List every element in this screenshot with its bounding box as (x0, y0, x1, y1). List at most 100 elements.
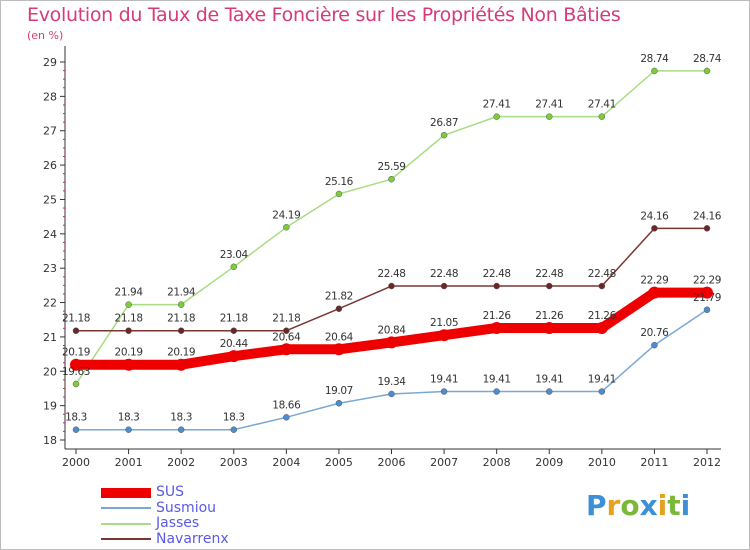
data-label-jasses: 23.04 (220, 249, 249, 261)
data-label-sus: 21.26 (535, 310, 564, 322)
data-label-sus: 21.26 (483, 310, 512, 322)
logo-letter: P (586, 489, 607, 522)
data-label-susmiou: 19.34 (377, 376, 406, 388)
legend-swatch (101, 507, 151, 510)
y-tick-label: 29 (43, 56, 57, 69)
data-point-jasses (230, 263, 237, 271)
data-label-jasses: 28.74 (693, 53, 722, 65)
data-point-sus (701, 286, 713, 299)
data-point-sus (280, 343, 293, 356)
data-label-jasses: 19.63 (62, 366, 90, 378)
data-point-jasses (440, 131, 448, 139)
unit-label: (en %) (27, 29, 64, 42)
data-point-navarrenx (335, 305, 343, 312)
data-point-jasses (125, 301, 132, 308)
x-tick-label: 2006 (378, 456, 406, 469)
data-point-jasses (177, 301, 185, 308)
data-label-susmiou: 20.76 (640, 327, 669, 339)
data-point-susmiou (546, 388, 553, 395)
data-point-susmiou (177, 426, 185, 433)
x-tick-label: 2011 (640, 456, 668, 469)
y-tick-label: 18 (43, 434, 57, 447)
data-label-jasses: 21.94 (115, 287, 144, 299)
data-label-jasses: 26.87 (430, 117, 458, 129)
x-tick-label: 2012 (693, 456, 721, 469)
data-label-navarrenx: 21.18 (115, 313, 143, 325)
data-label-jasses: 27.41 (588, 99, 616, 111)
data-point-susmiou (703, 306, 711, 314)
data-point-sus (543, 321, 556, 334)
legend-label: Navarrenx (156, 530, 229, 547)
data-point-susmiou (230, 426, 237, 433)
data-label-sus: 20.19 (115, 347, 143, 359)
x-tick-label: 2010 (588, 456, 616, 469)
data-point-navarrenx (283, 327, 290, 334)
data-label-navarrenx: 24.16 (640, 210, 669, 222)
data-point-sus (175, 358, 188, 371)
data-point-jasses (598, 113, 606, 120)
x-tick-label: 2008 (483, 456, 511, 469)
data-point-sus (595, 321, 608, 334)
data-label-jasses: 27.41 (483, 99, 511, 111)
data-point-jasses (651, 67, 658, 75)
data-label-navarrenx: 24.16 (693, 210, 722, 222)
x-tick-label: 2009 (535, 456, 563, 469)
data-label-sus: 20.64 (325, 331, 354, 343)
y-tick-label: 27 (43, 125, 57, 138)
logo-letter: i (657, 489, 668, 522)
data-point-susmiou (440, 388, 448, 395)
data-label-susmiou: 18.3 (65, 412, 87, 424)
data-label-susmiou: 19.41 (588, 374, 616, 386)
data-point-susmiou (125, 426, 132, 433)
data-point-sus (332, 343, 345, 356)
y-tick-label: 22 (43, 297, 57, 310)
data-label-navarrenx: 21.82 (325, 291, 353, 303)
logo-letter: r (606, 489, 621, 522)
logo-letter: t (667, 489, 681, 522)
legend-swatch (101, 487, 151, 498)
x-tick-label: 2007 (430, 456, 458, 469)
x-tick-label: 2004 (272, 456, 300, 469)
data-label-susmiou: 18.3 (223, 412, 245, 424)
legend-label: SUS (156, 484, 185, 500)
data-point-sus (438, 329, 451, 342)
legend-label: Susmiou (156, 499, 217, 516)
data-point-navarrenx (546, 282, 553, 290)
logo-letter: x (639, 489, 658, 522)
data-label-susmiou: 19.07 (325, 385, 353, 397)
x-tick-label: 2003 (220, 456, 248, 469)
data-point-navarrenx (598, 282, 606, 290)
data-label-sus: 22.29 (640, 275, 668, 287)
data-label-sus: 21.26 (588, 310, 617, 322)
logo-letter: o (620, 489, 640, 522)
data-label-susmiou: 21.79 (693, 292, 721, 304)
y-tick-label: 24 (43, 228, 57, 241)
data-label-navarrenx: 21.18 (167, 313, 195, 325)
y-tick-label: 25 (43, 193, 57, 206)
data-point-navarrenx (177, 327, 185, 334)
data-label-jasses: 24.19 (272, 209, 300, 221)
data-label-susmiou: 19.41 (430, 374, 458, 386)
data-label-sus: 20.19 (62, 347, 90, 359)
legend-swatch (101, 522, 151, 525)
data-point-navarrenx (440, 282, 448, 290)
data-point-jasses (283, 224, 290, 231)
data-point-susmiou (598, 388, 606, 395)
data-point-sus (122, 358, 135, 371)
data-point-susmiou (493, 388, 500, 395)
data-point-navarrenx (493, 282, 500, 290)
data-label-sus: 20.84 (377, 324, 406, 336)
data-label-sus: 20.44 (220, 338, 249, 350)
data-label-navarrenx: 22.48 (588, 268, 616, 280)
data-label-navarrenx: 22.48 (430, 268, 458, 280)
data-point-navarrenx (125, 327, 132, 334)
y-tick-label: 21 (43, 331, 57, 344)
data-label-navarrenx: 21.18 (220, 313, 248, 325)
data-point-sus (648, 286, 661, 299)
data-label-susmiou: 19.41 (483, 374, 511, 386)
data-label-jasses: 28.74 (640, 53, 669, 65)
data-point-susmiou (388, 390, 395, 398)
data-point-jasses (72, 380, 80, 388)
